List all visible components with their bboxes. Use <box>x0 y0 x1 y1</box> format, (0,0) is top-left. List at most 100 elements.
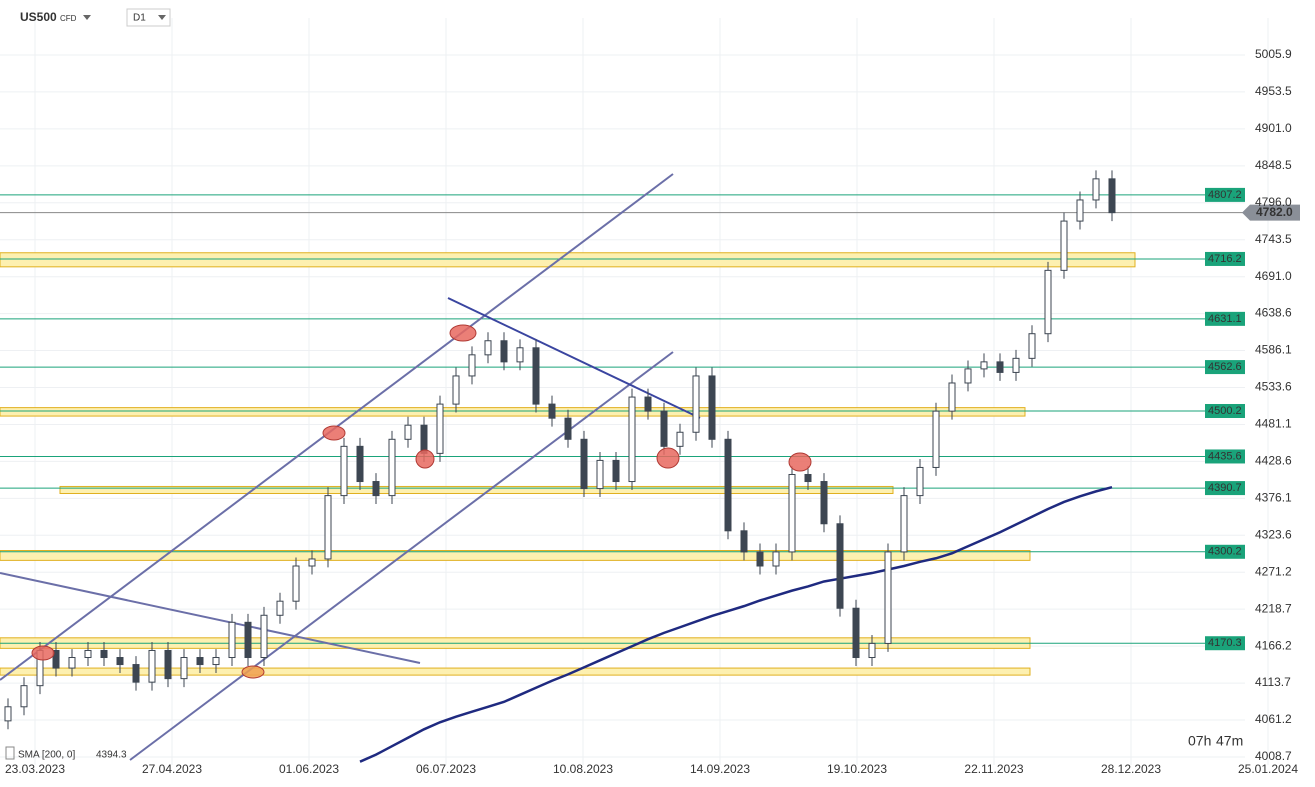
level-label: 4435.6 <box>1208 450 1242 462</box>
candle-body <box>644 396 652 412</box>
y-tick-label: 4481.1 <box>1255 417 1292 431</box>
candle-body <box>324 495 332 560</box>
candle-body <box>932 410 940 468</box>
candle-body <box>388 438 396 497</box>
candle-body <box>852 607 860 659</box>
candle-body <box>836 523 844 609</box>
candle-body <box>676 431 684 447</box>
level-label: 4807.2 <box>1208 189 1242 201</box>
candle-body <box>1044 269 1052 335</box>
candle-body <box>980 361 988 370</box>
trend-line <box>129 351 674 761</box>
candle-body <box>596 459 604 490</box>
level-tag <box>1205 251 1245 266</box>
candle-body <box>996 361 1004 373</box>
candle-body <box>212 657 220 666</box>
candle-body <box>404 424 412 440</box>
candle-body <box>500 340 508 363</box>
candle-body <box>516 347 524 363</box>
candle-body <box>276 600 284 616</box>
candle-body <box>580 438 588 490</box>
candle-body <box>4 706 12 722</box>
x-tick-label: 25.01.2024 <box>1238 762 1298 776</box>
candle-body <box>788 473 796 553</box>
candle-body <box>1108 178 1116 214</box>
candle-body <box>708 375 716 440</box>
y-tick-label: 4376.1 <box>1255 491 1292 505</box>
indicator-icon <box>5 746 15 760</box>
y-tick-label: 5005.9 <box>1255 47 1292 61</box>
sma <box>359 485 1113 763</box>
level-tag <box>1205 481 1245 496</box>
timeframe[interactable]: D1 <box>133 13 146 24</box>
indicator-label: SMA [200, 0] <box>18 750 75 761</box>
y-tick-label: 4113.7 <box>1255 675 1291 689</box>
level-tag <box>1205 544 1245 559</box>
candle-body <box>724 438 732 532</box>
candle-body <box>756 551 764 567</box>
level-label: 4300.2 <box>1208 546 1242 558</box>
candle-body <box>772 551 780 567</box>
candle-body <box>244 621 252 659</box>
symbol[interactable]: US500 <box>20 10 57 24</box>
candle-body <box>452 375 460 405</box>
candle-body <box>692 375 700 433</box>
y-tick-label: 4323.6 <box>1255 527 1292 541</box>
dropdown-arrow[interactable] <box>83 15 91 20</box>
marker <box>241 665 265 679</box>
candle-body <box>340 445 348 497</box>
level-label: 4390.7 <box>1208 482 1242 494</box>
level-label: 4631.1 <box>1208 313 1242 325</box>
candle-body <box>132 664 140 683</box>
candle-body <box>180 657 188 680</box>
trend-line <box>447 297 701 419</box>
candle-body <box>52 649 60 669</box>
y-tick-label: 4061.2 <box>1255 712 1292 726</box>
candle-body <box>468 354 476 377</box>
candle-body <box>740 530 748 553</box>
indicator-value: 4394.3 <box>96 750 127 761</box>
x-tick-label: 28.12.2023 <box>1101 762 1161 776</box>
candle-body <box>612 459 620 483</box>
candle-body <box>660 410 668 447</box>
level-tag <box>1205 636 1245 651</box>
x-tick-label: 01.06.2023 <box>279 762 339 776</box>
timeframe-select[interactable] <box>126 8 171 27</box>
x-tick-label: 23.03.2023 <box>5 762 65 776</box>
candle-body <box>628 396 636 483</box>
candle-body <box>20 685 28 708</box>
candle-body <box>356 445 364 483</box>
candle-body <box>260 614 268 659</box>
candle-body <box>1028 333 1036 359</box>
zone <box>59 485 894 494</box>
marker <box>31 645 55 661</box>
y-tick-label: 4901.0 <box>1255 121 1292 135</box>
candle-body <box>164 649 172 680</box>
current-price-tag <box>1242 204 1300 221</box>
candle-body <box>1076 199 1084 222</box>
level-tag <box>1205 449 1245 464</box>
candle-body <box>68 657 76 669</box>
candle-body <box>548 403 556 419</box>
levels: 4807.2 4716.2 4631.1 4562.6 4500.2 4435.6 4390… <box>0 187 1300 651</box>
candle-body <box>196 657 204 666</box>
zone <box>0 407 1026 417</box>
candle-body <box>564 417 572 440</box>
y-tick-label: 4848.5 <box>1255 158 1292 172</box>
y-tick-label: 4533.6 <box>1255 380 1292 394</box>
candle-body <box>1012 357 1020 373</box>
instrument: CFD <box>60 14 77 23</box>
dropdown-arrow[interactable] <box>158 15 166 20</box>
marker <box>449 324 477 342</box>
candle-body <box>372 481 380 497</box>
timer-minutes: 47m <box>1216 733 1243 749</box>
candle-body <box>820 481 828 525</box>
candle-body <box>868 642 876 659</box>
candle-body <box>436 403 444 454</box>
zone <box>0 252 1136 268</box>
y-tick-label: 4586.1 <box>1255 343 1292 357</box>
y-tick-label: 4638.6 <box>1255 306 1292 320</box>
current-price-label: 4782.0 <box>1256 205 1293 219</box>
y-tick-label: 4953.5 <box>1255 84 1292 98</box>
